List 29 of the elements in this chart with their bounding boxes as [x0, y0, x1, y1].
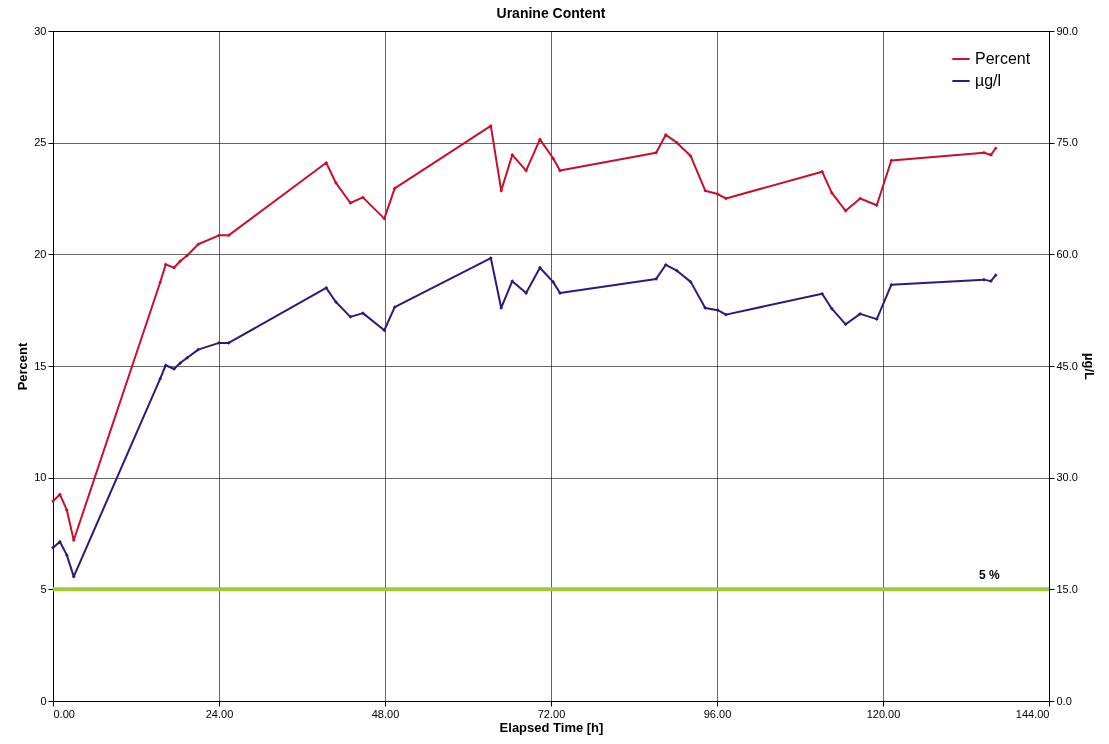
y2-tick-label: 30.0: [1056, 471, 1078, 484]
y-tick-label: 10: [34, 471, 47, 484]
x-tick-label: 24.00: [205, 707, 234, 720]
y2-tick-label: 60.0: [1056, 247, 1078, 260]
y2-tick-label: 90.0: [1056, 24, 1078, 37]
y-tick-label: 0: [40, 694, 47, 707]
x-axis-title: Elapsed Time [h]: [499, 719, 604, 735]
y-axis-title: Percent: [15, 341, 31, 391]
y2-tick-label: 15.0: [1056, 582, 1078, 595]
x-tick-label: 72.00: [537, 707, 566, 720]
line-series: [51, 256, 998, 579]
x-tick-label: 144.00: [1015, 707, 1050, 720]
x-tick-label: 96.00: [703, 707, 732, 720]
x-tick-label: 48.00: [371, 707, 400, 720]
y-tick-label: 15: [34, 359, 47, 372]
legend-label: Percent: [975, 50, 1031, 67]
y-tick-label: 30: [34, 24, 47, 37]
x-tick-label: 0.00: [53, 707, 75, 720]
y-tick-label: 5: [40, 582, 47, 595]
x-tick-label: 120.00: [866, 707, 901, 720]
y-tick-label: 25: [34, 136, 47, 149]
y-tick-label: 20: [34, 247, 47, 260]
ref-line-label: 5 %: [978, 568, 1000, 583]
y2-axis-title: µg/L: [1081, 353, 1097, 381]
legend-label: µg/l: [975, 72, 1002, 89]
y2-tick-label: 0.0: [1056, 694, 1072, 707]
y2-tick-label: 45.0: [1056, 359, 1078, 372]
chart-title: Uranine Content: [496, 5, 606, 21]
y2-tick-label: 75.0: [1056, 136, 1078, 149]
